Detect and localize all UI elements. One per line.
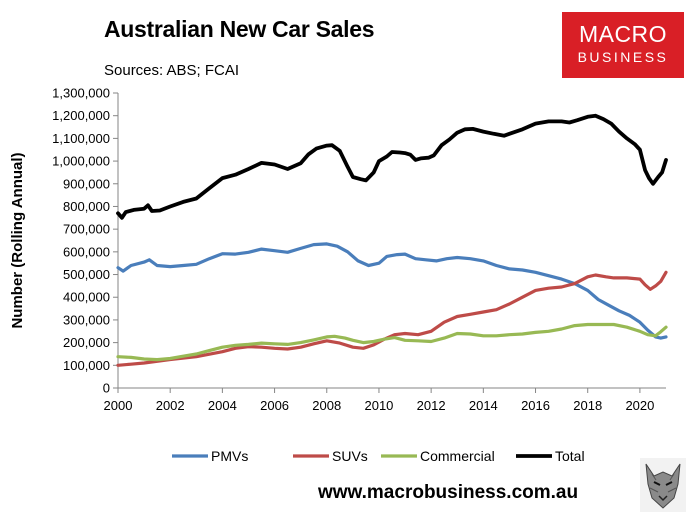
logo-line1: MACRO	[578, 21, 668, 47]
x-tick-label: 2008	[312, 398, 341, 413]
x-tick-label: 2006	[260, 398, 289, 413]
legend-label-commercial: Commercial	[420, 448, 495, 464]
page-title: Australian New Car Sales	[104, 16, 375, 42]
y-tick-label: 1,000,000	[52, 154, 110, 169]
y-tick-label: 1,100,000	[52, 131, 110, 146]
logo-line2: BUSINESS	[577, 49, 669, 65]
series-line-pmvs	[116, 242, 668, 340]
legend-label-total: Total	[555, 448, 585, 464]
y-tick-label: 800,000	[63, 199, 110, 214]
chart-subtitle: Sources: ABS; FCAI	[104, 62, 240, 79]
y-tick-label: 400,000	[63, 290, 110, 305]
series-line-suvs	[116, 270, 668, 367]
y-tick-label: 1,300,000	[52, 86, 110, 101]
x-tick-label: 2014	[469, 398, 498, 413]
x-tick-label: 2016	[521, 398, 550, 413]
y-tick-label: 200,000	[63, 335, 110, 350]
series-line-total	[116, 113, 668, 220]
y-tick-label: 300,000	[63, 312, 110, 327]
legend-label-pmvs: PMVs	[211, 448, 248, 464]
x-tick-label: 2018	[573, 398, 602, 413]
y-axis-label: Number (Rolling Annual)	[9, 152, 26, 328]
y-tick-label: 1,200,000	[52, 108, 110, 123]
y-tick-label: 600,000	[63, 244, 110, 259]
x-tick-label: 2012	[417, 398, 446, 413]
y-tick-label: 700,000	[63, 222, 110, 237]
y-tick-label: 100,000	[63, 358, 110, 373]
x-tick-label: 2020	[625, 398, 654, 413]
y-tick-label: 0	[103, 381, 110, 396]
website-url: www.macrobusiness.com.au	[318, 482, 579, 503]
macrobusiness-logo: MACRO BUSINESS	[562, 12, 684, 78]
x-tick-label: 2002	[156, 398, 185, 413]
wolf-logo-icon	[640, 458, 686, 512]
y-tick-label: 900,000	[63, 176, 110, 191]
x-tick-label: 2000	[104, 398, 133, 413]
y-tick-label: 500,000	[63, 267, 110, 282]
x-tick-label: 2010	[364, 398, 393, 413]
x-tick-label: 2004	[208, 398, 237, 413]
series-line-commercial	[116, 322, 668, 362]
legend-label-suvs: SUVs	[332, 448, 368, 464]
